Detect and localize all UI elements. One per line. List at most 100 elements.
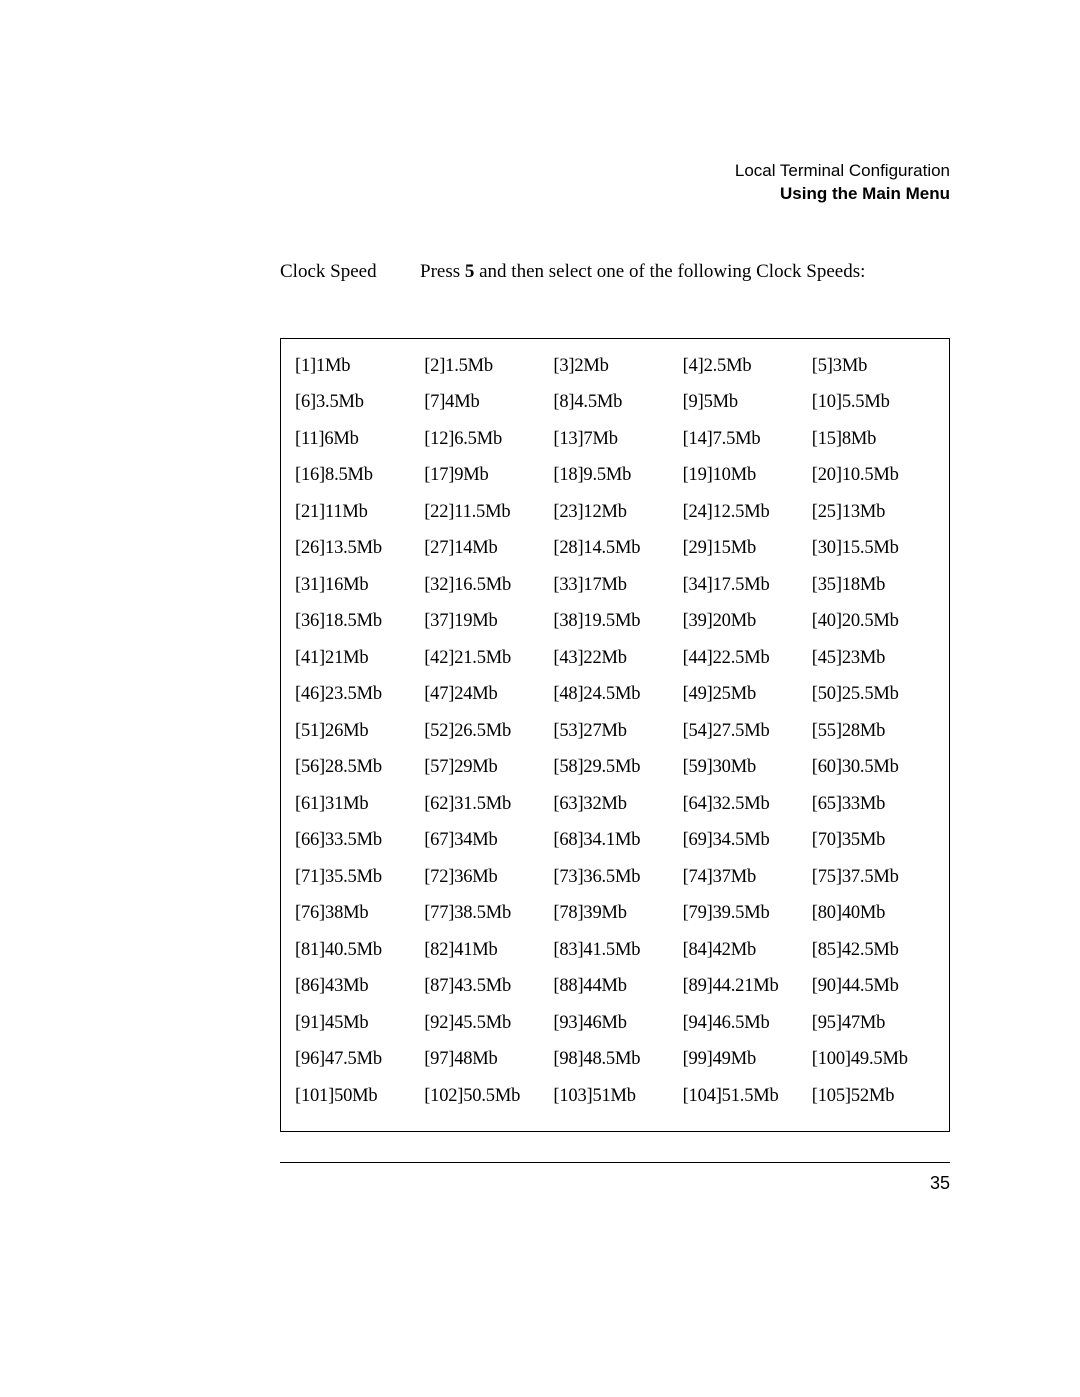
clock-speed-option: [99]49Mb [683, 1050, 806, 1087]
clock-speed-option: [86]43Mb [295, 977, 418, 1014]
clock-speed-option: [79]39.5Mb [683, 904, 806, 941]
instruction-key: 5 [465, 261, 475, 282]
clock-speed-option: [61]31Mb [295, 795, 418, 832]
clock-speed-option: [12]6.5Mb [424, 430, 547, 467]
clock-speed-option: [68]34.1Mb [553, 831, 676, 868]
clock-speed-option: [30]15.5Mb [812, 539, 935, 576]
clock-speed-option: [36]18.5Mb [295, 612, 418, 649]
instruction-row: Clock Speed Press 5 and then select one … [280, 261, 950, 283]
clock-speed-option: [50]25.5Mb [812, 685, 935, 722]
clock-speed-option: [101]50Mb [295, 1087, 418, 1124]
clock-speed-option: [93]46Mb [553, 1014, 676, 1051]
clock-speed-option: [19]10Mb [683, 466, 806, 503]
clock-speed-option: [9]5Mb [683, 393, 806, 430]
clock-speed-option: [65]33Mb [812, 795, 935, 832]
clock-speed-option: [26]13.5Mb [295, 539, 418, 576]
clock-speed-option: [85]42.5Mb [812, 941, 935, 978]
clock-speed-option: [77]38.5Mb [424, 904, 547, 941]
clock-speed-option: [55]28Mb [812, 722, 935, 759]
clock-speed-option: [33]17Mb [553, 576, 676, 613]
clock-speed-option: [71]35.5Mb [295, 868, 418, 905]
clock-speed-option: [46]23.5Mb [295, 685, 418, 722]
clock-speed-option: [57]29Mb [424, 758, 547, 795]
clock-speed-option: [4]2.5Mb [683, 357, 806, 394]
clock-speed-option: [45]23Mb [812, 649, 935, 686]
clock-speed-option: [70]35Mb [812, 831, 935, 868]
clock-speed-option: [96]47.5Mb [295, 1050, 418, 1087]
clock-speed-option: [56]28.5Mb [295, 758, 418, 795]
clock-speed-option: [21]11Mb [295, 503, 418, 540]
clock-speed-option: [94]46.5Mb [683, 1014, 806, 1051]
clock-speed-option: [88]44Mb [553, 977, 676, 1014]
clock-speed-option: [32]16.5Mb [424, 576, 547, 613]
clock-speed-option: [25]13Mb [812, 503, 935, 540]
clock-speed-option: [103]51Mb [553, 1087, 676, 1124]
clock-speed-option: [31]16Mb [295, 576, 418, 613]
clock-speed-option: [2]1.5Mb [424, 357, 547, 394]
header-line-1: Local Terminal Configuration [280, 160, 950, 183]
clock-speed-option: [87]43.5Mb [424, 977, 547, 1014]
clock-speed-option: [97]48Mb [424, 1050, 547, 1087]
clock-speed-option: [11]6Mb [295, 430, 418, 467]
clock-speed-option: [8]4.5Mb [553, 393, 676, 430]
page-header: Local Terminal Configuration Using the M… [280, 160, 950, 206]
clock-speed-option: [44]22.5Mb [683, 649, 806, 686]
clock-speed-option: [76]38Mb [295, 904, 418, 941]
clock-speed-option: [63]32Mb [553, 795, 676, 832]
instruction-text: Press 5 and then select one of the follo… [420, 261, 950, 283]
clock-speed-option: [38]19.5Mb [553, 612, 676, 649]
clock-speed-option: [7]4Mb [424, 393, 547, 430]
clock-speed-option: [102]50.5Mb [424, 1087, 547, 1124]
clock-speed-option: [13]7Mb [553, 430, 676, 467]
clock-speed-option: [15]8Mb [812, 430, 935, 467]
clock-speed-option: [53]27Mb [553, 722, 676, 759]
clock-speed-option: [18]9.5Mb [553, 466, 676, 503]
clock-speed-option: [60]30.5Mb [812, 758, 935, 795]
clock-speed-option: [5]3Mb [812, 357, 935, 394]
instruction-label: Clock Speed [280, 261, 420, 283]
clock-speed-option: [37]19Mb [424, 612, 547, 649]
page-number: 35 [280, 1173, 950, 1194]
clock-speed-option: [16]8.5Mb [295, 466, 418, 503]
clock-speed-option: [29]15Mb [683, 539, 806, 576]
clock-speed-option: [90]44.5Mb [812, 977, 935, 1014]
clock-speed-option: [105]52Mb [812, 1087, 935, 1124]
clock-speed-option: [42]21.5Mb [424, 649, 547, 686]
clock-speed-option: [48]24.5Mb [553, 685, 676, 722]
clock-speed-option: [84]42Mb [683, 941, 806, 978]
clock-speed-option: [52]26.5Mb [424, 722, 547, 759]
clock-speed-option: [6]3.5Mb [295, 393, 418, 430]
clock-speed-option: [69]34.5Mb [683, 831, 806, 868]
clock-speed-option: [39]20Mb [683, 612, 806, 649]
clock-speed-option: [40]20.5Mb [812, 612, 935, 649]
clock-speed-option: [41]21Mb [295, 649, 418, 686]
clock-speed-option: [35]18Mb [812, 576, 935, 613]
clock-speed-option: [64]32.5Mb [683, 795, 806, 832]
clock-speed-option: [100]49.5Mb [812, 1050, 935, 1087]
instruction-post: and then select one of the following Clo… [474, 261, 865, 282]
clock-speed-option: [27]14Mb [424, 539, 547, 576]
clock-speed-options-box: [1]1Mb[2]1.5Mb[3]2Mb[4]2.5Mb[5]3Mb [6]3.5… [280, 338, 950, 1133]
clock-speed-option: [66]33.5Mb [295, 831, 418, 868]
clock-speed-option: [22]11.5Mb [424, 503, 547, 540]
clock-speed-option: [91]45Mb [295, 1014, 418, 1051]
clock-speed-option: [62]31.5Mb [424, 795, 547, 832]
clock-speed-option: [1]1Mb [295, 357, 418, 394]
clock-speed-option: [3]2Mb [553, 357, 676, 394]
clock-speed-option: [43]22Mb [553, 649, 676, 686]
header-line-2: Using the Main Menu [280, 183, 950, 206]
clock-speed-option: [20]10.5Mb [812, 466, 935, 503]
clock-speed-option: [82]41Mb [424, 941, 547, 978]
clock-speed-option: [17]9Mb [424, 466, 547, 503]
clock-speed-option: [59]30Mb [683, 758, 806, 795]
clock-speed-option: [28]14.5Mb [553, 539, 676, 576]
instruction-pre: Press [420, 261, 465, 282]
clock-speed-option: [23]12Mb [553, 503, 676, 540]
clock-speed-option: [75]37.5Mb [812, 868, 935, 905]
clock-speed-option: [73]36.5Mb [553, 868, 676, 905]
clock-speed-option: [74]37Mb [683, 868, 806, 905]
clock-speed-option: [14]7.5Mb [683, 430, 806, 467]
clock-speed-option: [47]24Mb [424, 685, 547, 722]
clock-speed-option: [89]44.21Mb [683, 977, 806, 1014]
clock-speed-option: [34]17.5Mb [683, 576, 806, 613]
